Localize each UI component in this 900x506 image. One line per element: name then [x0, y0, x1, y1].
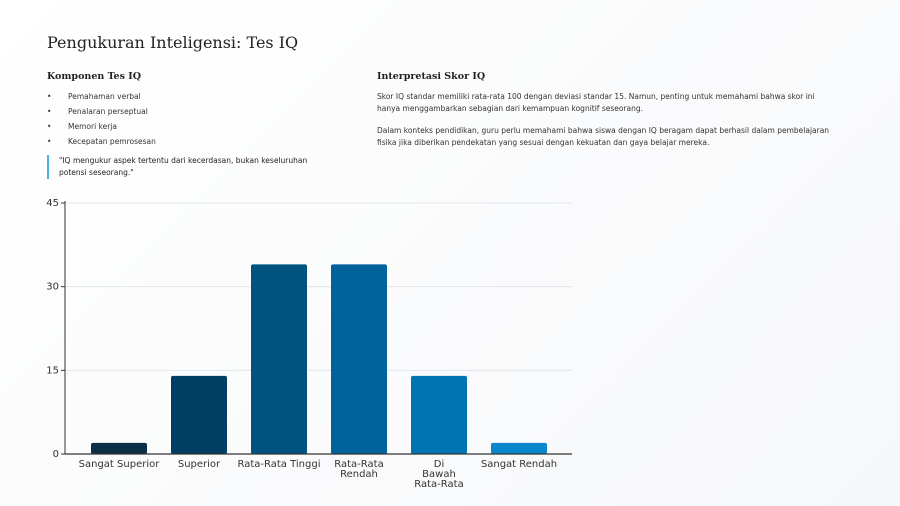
x-tick-label: Sangat Rendah: [480, 459, 558, 470]
bar: [491, 442, 547, 454]
y-tick-label: 45: [46, 198, 59, 209]
paragraph: Dalam konteks pendidikan, guru perlu mem…: [377, 126, 830, 147]
x-tick-label: Di Bawah Rata-Rata: [414, 459, 464, 490]
interpretation: Skor IQ standar memiliki rata-rata 100 d…: [377, 91, 837, 159]
page-title: Pengukuran Inteligensi: Tes IQ: [47, 33, 299, 52]
x-tick-label: Superior: [177, 459, 221, 470]
paragraph: Skor IQ standar memiliki rata-rata 100 d…: [377, 92, 815, 113]
x-tick-label: Rata-Rata Rendah: [334, 459, 384, 480]
left-heading: Komponen Tes IQ: [47, 71, 141, 82]
list-item: Kecepatan pemrosesan: [47, 137, 156, 152]
bar: [91, 442, 147, 454]
y-tick-label: 0: [53, 449, 59, 460]
quote: "IQ mengukur aspek tertentu dari kecerda…: [47, 155, 329, 179]
bar: [411, 375, 467, 454]
list-item: Memori kerja: [47, 122, 156, 137]
right-heading: Interpretasi Skor IQ: [377, 71, 486, 82]
x-tick-label: Sangat Superior: [78, 459, 160, 470]
y-tick-label: 15: [46, 365, 59, 376]
y-tick-label: 30: [46, 282, 59, 293]
list-item: Pemahaman verbal: [47, 92, 156, 107]
bar: [251, 264, 307, 454]
bar: [331, 264, 387, 454]
component-list: Pemahaman verbalPenalaran perseptualMemo…: [47, 92, 156, 152]
bar: [171, 375, 227, 454]
x-tick-label: Rata-Rata Tinggi: [237, 459, 321, 470]
list-item: Penalaran perseptual: [47, 107, 156, 122]
